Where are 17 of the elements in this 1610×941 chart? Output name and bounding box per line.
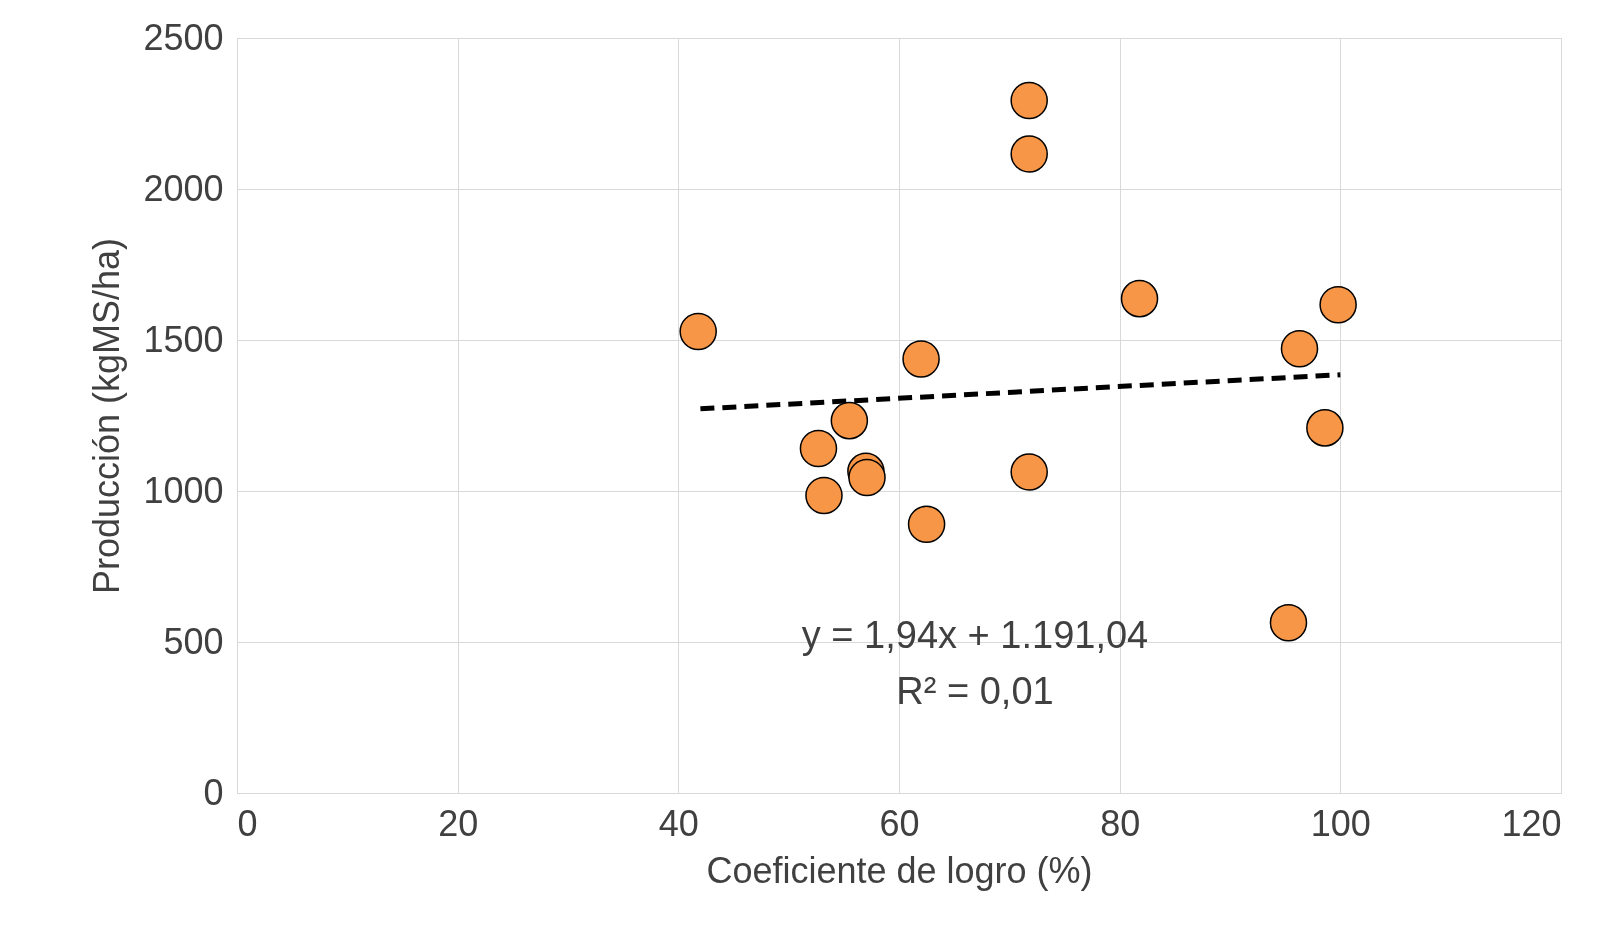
y-tick-label: 2500	[143, 16, 224, 58]
x-tick-label: 20	[438, 802, 479, 844]
y-axis-title: Producción (kgMS/ha)	[86, 237, 128, 595]
y-tick-label: 0	[203, 771, 224, 813]
x-tick-label: 120	[1501, 802, 1562, 844]
annotation: R² = 0,01	[896, 670, 1054, 712]
y-tick-label: 2000	[143, 167, 224, 209]
y-tick-label: 500	[163, 620, 224, 662]
x-tick-label: 40	[658, 802, 699, 844]
annotation: y = 1,94x + 1.191,04	[801, 614, 1149, 656]
x-tick-label: 0	[237, 802, 258, 844]
x-tick-label: 80	[1100, 802, 1141, 844]
x-axis-title: Coeficiente de logro (%)	[706, 849, 1093, 891]
x-tick-label: 60	[879, 802, 920, 844]
x-tick-label: 100	[1310, 802, 1371, 844]
y-tick-label: 1500	[143, 318, 224, 360]
y-tick-label: 1000	[143, 469, 224, 511]
